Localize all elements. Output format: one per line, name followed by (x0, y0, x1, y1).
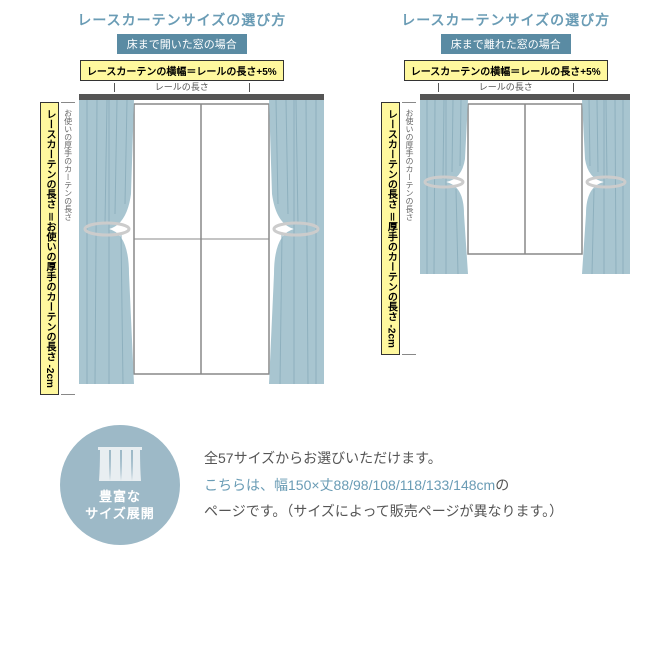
curtain-icon (98, 447, 142, 483)
diagram2-row: レースカーテンの長さ ＝厚手のカーテンの長さ -2cm お使いの厚手のカーテンの… (381, 94, 630, 355)
desc-line2-tail: の (495, 477, 509, 493)
diagram2-subtitle: 床まで離れた窓の場合 (441, 34, 571, 54)
desc-line1: 全57サイズからお選びいただけます。 (204, 445, 563, 472)
diagram1-thick-label: お使いの厚手のカーテンの長さ (61, 102, 75, 395)
desc-line3: ページです。（サイズによって販売ページが異なります。） (204, 498, 563, 525)
diagram1-height-formula: レースカーテンの長さ ＝お使いの厚手のカーテンの長さ -2cm (40, 102, 59, 395)
badge-line2: サイズ展開 (85, 506, 155, 521)
diagrams-container: レースカーテンサイズの選び方 床まで開いた窓の場合 レースカーテンの横幅＝レール… (0, 0, 670, 395)
diagram2-height-formula: レースカーテンの長さ ＝厚手のカーテンの長さ -2cm (381, 102, 400, 355)
diagram2-illustration (420, 94, 630, 274)
diagram1-illustration (79, 94, 324, 384)
diagram1-vertical-labels: レースカーテンの長さ ＝お使いの厚手のカーテンの長さ -2cm お使いの厚手のカ… (40, 94, 75, 395)
bottom-section: 豊富な サイズ展開 全57サイズからお選びいただけます。 こちらは、幅150×丈… (0, 395, 670, 565)
diagram1-width-formula: レースカーテンの横幅＝レールの長さ+5% (80, 60, 284, 81)
badge-text: 豊富な サイズ展開 (85, 489, 155, 523)
diagram-wall-window: レースカーテンサイズの選び方 床まで離れた窓の場合 レースカーテンの横幅＝レール… (381, 10, 630, 395)
diagram1-title: レースカーテンサイズの選び方 (77, 10, 286, 30)
diagram-floor-window: レースカーテンサイズの選び方 床まで開いた窓の場合 レースカーテンの横幅＝レール… (40, 10, 324, 395)
description-text: 全57サイズからお選びいただけます。 こちらは、幅150×丈88/98/108/… (204, 445, 563, 525)
desc-highlight: こちらは、幅150×丈88/98/108/118/133/148cm (204, 477, 495, 493)
diagram2-rail-label: レールの長さ (438, 83, 574, 92)
diagram1-subtitle: 床まで開いた窓の場合 (117, 34, 247, 54)
diagram1-rail-label: レールの長さ (114, 83, 250, 92)
badge-line1: 豊富な (99, 489, 141, 504)
diagram2-vertical-labels: レースカーテンの長さ ＝厚手のカーテンの長さ -2cm お使いの厚手のカーテンの… (381, 94, 416, 355)
diagram2-title: レースカーテンサイズの選び方 (401, 10, 610, 30)
desc-line2: こちらは、幅150×丈88/98/108/118/133/148cmの (204, 472, 563, 499)
diagram2-thick-label: お使いの厚手のカーテンの長さ (402, 102, 416, 355)
diagram1-row: レースカーテンの長さ ＝お使いの厚手のカーテンの長さ -2cm お使いの厚手のカ… (40, 94, 324, 395)
diagram2-width-formula: レースカーテンの横幅＝レールの長さ+5% (404, 60, 608, 81)
size-variety-badge: 豊富な サイズ展開 (60, 425, 180, 545)
